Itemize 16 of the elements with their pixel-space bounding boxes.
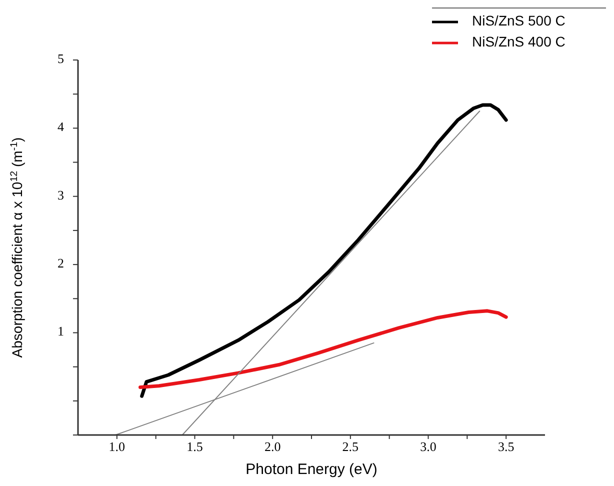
legend-label: NiS/ZnS 400 C <box>472 34 566 50</box>
x-tick-label: 3.5 <box>498 439 514 454</box>
x-axis-title: Photon Energy (eV) <box>246 461 378 478</box>
x-tick-label: 2.5 <box>342 439 359 454</box>
x-tick-label: 3.0 <box>420 439 436 454</box>
y-tick-label: 3 <box>58 187 64 202</box>
x-tick-label: 2.0 <box>264 439 281 454</box>
x-tick-label: 1.0 <box>108 439 126 454</box>
line-series <box>138 309 508 390</box>
y-tick-label: 4 <box>58 119 64 134</box>
legend-label: NiS/ZnS 500 C <box>472 12 566 29</box>
x-tick-label: 1.5 <box>186 439 203 454</box>
y-tick-label: 2 <box>58 256 64 271</box>
y-tick-label: 5 <box>58 50 64 66</box>
y-tick-label: 1 <box>58 324 64 339</box>
line-series <box>140 103 508 398</box>
